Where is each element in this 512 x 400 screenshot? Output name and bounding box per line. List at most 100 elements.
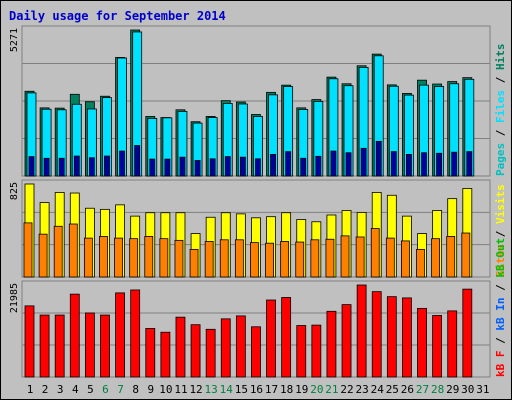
day-label: 25 (386, 383, 399, 396)
kbf-bar (175, 316, 186, 378)
legend-sites: Sites (494, 244, 507, 277)
kbf-bar (341, 304, 352, 378)
day-label: 22 (340, 383, 353, 396)
day-label: 29 (446, 383, 459, 396)
legend-kbout: kB Out (494, 238, 507, 278)
kbf-bar (447, 310, 458, 378)
legend-kbf: kB F (494, 351, 507, 378)
kbf-bar (24, 305, 35, 378)
kbf-bar (432, 315, 443, 378)
pages-bar (466, 151, 473, 177)
day-label: 4 (72, 383, 79, 396)
pages-bar (104, 155, 110, 177)
sites-bar (23, 222, 33, 278)
day-label: 26 (401, 383, 414, 396)
legend-separator: / (494, 331, 507, 351)
kbf-bar (84, 312, 95, 378)
bot-legend-text: kB F / kB In / kB Out (494, 238, 507, 377)
day-label: 5 (87, 383, 94, 396)
sites-bar (295, 241, 305, 278)
legend-separator: / (494, 278, 507, 298)
top-legend-text: Pages / Files / Hits (494, 44, 507, 177)
kbf-bar (296, 325, 307, 378)
sites-bar (385, 237, 395, 278)
day-label: 7 (117, 383, 124, 396)
pages-bar (239, 156, 246, 177)
day-label: 14 (220, 383, 234, 396)
pages-bar (179, 156, 186, 177)
pages-bar (451, 151, 458, 177)
day-label: 13 (205, 383, 218, 396)
pages-bar (194, 160, 201, 177)
day-label: 8 (132, 383, 139, 396)
kbf-bar (145, 328, 156, 378)
sites-bar (99, 236, 108, 278)
legend-visits: Visits (494, 184, 507, 224)
day-label: 27 (416, 383, 429, 396)
day-label: 30 (461, 383, 474, 396)
kbf-bar (311, 324, 322, 378)
day-label: 21 (325, 383, 338, 396)
day-label: 31 (476, 383, 489, 396)
day-label: 20 (310, 383, 323, 396)
sites-bar (53, 225, 63, 278)
legend-kbin: kB In (494, 298, 507, 331)
sites-bar (461, 232, 471, 278)
sites-bar (250, 242, 259, 278)
sites-bar (340, 235, 350, 278)
chart-title: Daily usage for September 2014 (9, 9, 226, 23)
pages-bar (421, 152, 427, 177)
sites-bar (370, 228, 380, 278)
kbf-bar (69, 293, 80, 378)
kbf-bar (402, 297, 412, 378)
legend-files: Files (494, 90, 507, 123)
sites-bar (68, 223, 78, 278)
sites-bar (234, 239, 244, 278)
legend-pages: Pages (494, 143, 507, 176)
top-max-label: 5271 (9, 28, 20, 52)
kbf-bar (417, 307, 427, 378)
kbf-bar (160, 331, 171, 378)
day-label: 23 (356, 383, 369, 396)
sites-bar (174, 239, 184, 278)
day-label: 9 (147, 383, 154, 396)
sites-bar (265, 242, 274, 278)
day-label: 1 (27, 383, 34, 396)
legend-hits: Hits (494, 44, 507, 71)
sites-bar (431, 238, 441, 278)
kbf-bar (251, 326, 261, 378)
sites-bar (355, 236, 365, 278)
pages-bar (436, 152, 443, 177)
legend-separator: / (494, 224, 507, 244)
mid-legend: Sites / Visits (494, 184, 507, 277)
sites-bar (38, 233, 48, 278)
kbf-bar (100, 314, 110, 378)
kbf-bar (130, 289, 141, 378)
kbf-bar (115, 292, 125, 378)
kbf-bar (386, 296, 397, 378)
pages-bar (406, 153, 412, 177)
sites-bar (204, 241, 214, 278)
pages-bar (255, 158, 261, 177)
sites-bar (280, 241, 290, 278)
day-label: 12 (189, 383, 202, 396)
pages-bar (330, 150, 337, 177)
day-label: 2 (42, 383, 49, 396)
kbf-bar (371, 291, 382, 378)
pages-bar (345, 152, 352, 177)
pages-bar (300, 157, 307, 177)
pages-bar (119, 150, 125, 177)
pages-bar (43, 157, 50, 177)
day-label: 16 (250, 383, 263, 396)
mid-max-label: 825 (9, 182, 20, 200)
bot-max-label: 21985 (9, 283, 20, 313)
legend-separator: / (494, 123, 507, 143)
day-label: 17 (265, 383, 278, 396)
day-label: 3 (57, 383, 64, 396)
pages-bar (375, 140, 382, 177)
pages-bar (270, 153, 276, 177)
pages-bar (149, 158, 156, 177)
kbf-bar (266, 299, 276, 378)
